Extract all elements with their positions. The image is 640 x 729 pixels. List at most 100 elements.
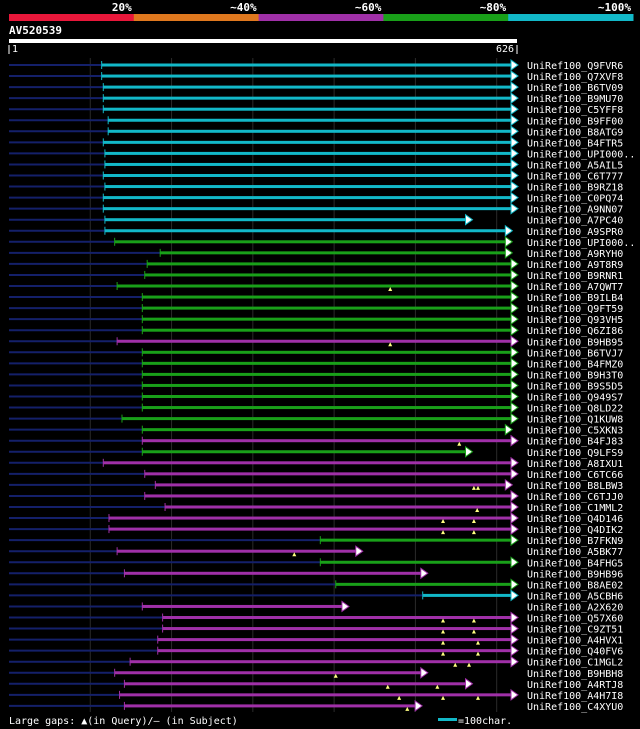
hit-aligned-bar <box>104 162 511 166</box>
hit-label: UniRef100_A9RYH0 <box>527 249 623 260</box>
hit-aligned-bar <box>103 174 512 177</box>
legend-scale-swatch <box>438 718 457 721</box>
hit-aligned-bar <box>124 704 416 708</box>
hit-label: UniRef100_B9RNR1 <box>527 271 623 282</box>
legend-gaps-text: Large gaps: ▲(in Query)/– (in Subject) <box>9 716 238 727</box>
hit-aligned-bar <box>103 196 512 200</box>
query-gap-marker <box>475 695 480 700</box>
hit-aligned-bar <box>144 273 511 277</box>
hit-aligned-bar <box>124 571 421 575</box>
hit-end-arrow <box>510 501 519 513</box>
query-gap-marker <box>441 629 446 634</box>
query-start-label: 1 <box>12 44 18 55</box>
hit-row: UniRef100_B6TV09 <box>9 81 623 94</box>
hit-aligned-bar <box>101 63 511 67</box>
hit-end-arrow <box>510 611 519 624</box>
query-gap-marker <box>333 673 338 678</box>
hit-row: UniRef100_UPI000.. <box>9 147 635 160</box>
hit-aligned-bar <box>114 240 506 244</box>
hit-aligned-bar <box>104 229 506 233</box>
hit-row: UniRef100_A4RTJ8 <box>9 677 623 691</box>
query-gap-marker <box>475 651 480 656</box>
hit-row: UniRef100_C1MGL2 <box>9 655 623 669</box>
hit-aligned-bar <box>142 295 511 299</box>
hit-aligned-bar <box>142 604 342 608</box>
hit-aligned-bar <box>108 129 512 133</box>
hit-row: UniRef100_C6TJJ0 <box>9 489 623 503</box>
hit-aligned-bar <box>165 505 511 509</box>
hit-end-arrow <box>414 699 423 712</box>
hit-label: UniRef100_C6TJJ0 <box>527 492 623 503</box>
hit-end-arrow <box>510 103 519 116</box>
hit-aligned-bar <box>117 284 511 288</box>
hit-label: UniRef100_A4RTJ8 <box>527 680 623 691</box>
hit-aligned-bar <box>103 85 512 89</box>
scale-segment <box>508 14 634 21</box>
hit-aligned-bar <box>320 560 511 564</box>
hit-end-arrow <box>420 666 429 679</box>
hit-row: UniRef100_A5CBH6 <box>9 589 623 602</box>
hit-label: UniRef100_B9HB96 <box>527 569 623 580</box>
hit-end-arrow <box>510 434 519 447</box>
query-gap-marker <box>388 287 393 291</box>
hit-end-arrow <box>504 246 514 259</box>
hit-row: UniRef100_A4H7I8 <box>9 688 623 702</box>
hit-label: UniRef100_C0PQ74 <box>527 194 623 205</box>
scale-label: ~40% <box>230 1 257 14</box>
hit-aligned-bar <box>103 461 512 465</box>
hit-aligned-bar <box>108 118 512 122</box>
hit-end-arrow <box>510 202 519 215</box>
query-gap-marker <box>471 530 476 535</box>
hit-row: UniRef100_Q4DIK2 <box>9 523 623 536</box>
hit-end-arrow <box>510 688 519 701</box>
hit-end-arrow <box>510 655 519 668</box>
hit-end-arrow <box>510 379 519 392</box>
hit-row: UniRef100_B4FHG5 <box>9 556 623 569</box>
hit-end-arrow <box>510 346 519 359</box>
scale-segment <box>258 14 384 21</box>
hit-row: UniRef100_Q93VH5 <box>9 313 623 326</box>
hit-row: UniRef100_A9RYH0 <box>9 246 623 260</box>
hit-row: UniRef100_B9HBH8 <box>9 666 623 680</box>
hit-row: UniRef100_B9ILB4 <box>9 291 623 304</box>
hit-row: UniRef100_C9ZT51 <box>9 622 623 636</box>
hit-row: UniRef100_Q9LFS9 <box>9 445 623 459</box>
hit-end-arrow <box>510 390 519 403</box>
hit-label: UniRef100_Q4D146 <box>527 514 623 525</box>
hit-aligned-bar <box>117 339 511 343</box>
hit-aligned-bar <box>160 251 506 255</box>
hit-aligned-bar <box>142 439 511 443</box>
hit-label: UniRef100_B9RZ18 <box>527 183 623 194</box>
hit-label: UniRef100_B9H3T0 <box>527 370 623 381</box>
hit-row: UniRef100_B6TVJ7 <box>9 346 623 359</box>
hit-row: UniRef100_Q6ZI86 <box>9 324 623 337</box>
hit-end-arrow <box>510 368 519 381</box>
scale-label: ~100% <box>598 1 631 14</box>
query-gap-marker <box>471 485 476 490</box>
hit-row: UniRef100_C5YFF8 <box>9 103 623 116</box>
hit-aligned-bar <box>142 361 511 365</box>
hit-label: UniRef100_B9MU70 <box>527 94 623 105</box>
hit-row: UniRef100_Q40FV6 <box>9 644 623 658</box>
hit-aligned-bar <box>142 317 511 321</box>
hit-aligned-bar <box>103 207 512 211</box>
hit-end-arrow <box>510 633 519 646</box>
hit-row: UniRef100_B8AE02 <box>9 578 623 591</box>
hit-row: UniRef100_Q4D146 <box>9 512 623 525</box>
hit-label: UniRef100_B8AE02 <box>527 580 623 591</box>
hit-row: UniRef100_Q949S7 <box>9 390 623 404</box>
query-gap-marker <box>435 684 440 689</box>
hit-aligned-bar <box>142 428 506 432</box>
hit-label: UniRef100_B8ATG9 <box>527 127 623 138</box>
hit-end-arrow <box>510 191 519 204</box>
hit-label: UniRef100_A9T8R9 <box>527 260 623 271</box>
hit-row: UniRef100_C6T777 <box>9 169 623 183</box>
hit-row: UniRef100_A8IXU1 <box>9 456 623 470</box>
hit-row: UniRef100_A7PC40 <box>9 213 623 227</box>
hit-label: UniRef100_B9S5D5 <box>527 381 623 392</box>
hit-label: UniRef100_A2X620 <box>527 602 623 613</box>
hit-label: UniRef100_C6T777 <box>527 172 623 183</box>
hit-end-arrow <box>510 114 519 127</box>
hit-list: UniRef100_Q9FVR6UniRef100_Q7XVF8UniRef10… <box>9 59 635 713</box>
